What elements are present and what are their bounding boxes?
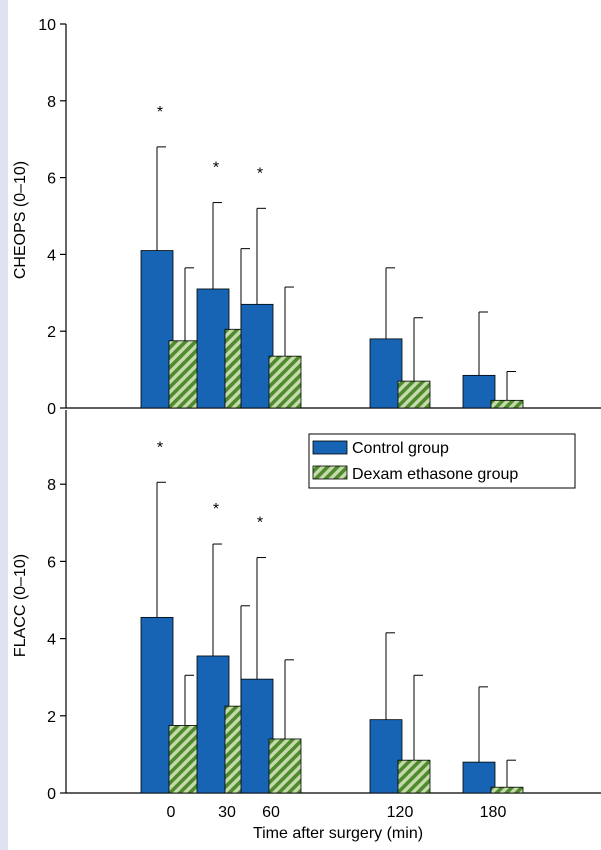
legend-label-control: Control group (352, 440, 449, 457)
x-tick-label: 0 (167, 804, 176, 821)
control-bar (196, 655, 230, 794)
x-axis-title: Time after surgery (min) (253, 825, 423, 842)
control-bar (369, 338, 403, 409)
control-bar (462, 374, 496, 409)
control-bar (240, 303, 274, 409)
significance-marker: * (213, 160, 219, 177)
significance-marker: * (157, 439, 163, 456)
y-tick-label: 4 (47, 247, 56, 264)
top-chart: 0 2 4 6 8 10 CHEOPS (0–10) * * * (12, 17, 601, 418)
significance-marker: * (257, 515, 263, 532)
y-tick-label: 2 (47, 324, 56, 341)
y-tick-label: 6 (47, 554, 56, 571)
figure-panel (8, 0, 601, 850)
control-bar (369, 719, 403, 794)
x-tick-label: 30 (218, 804, 236, 821)
bottom-chart: 0 2 4 6 8 FLACC (0–10) * 0 * 30 * 60 120 180 Time afte… (12, 410, 601, 842)
legend-label-dexamethasone: Dexam ethasone group (352, 466, 518, 483)
significance-marker: * (213, 501, 219, 518)
y-tick-label: 2 (47, 709, 56, 726)
dexamethasone-bar (490, 399, 524, 409)
control-bar (462, 761, 496, 794)
dexamethasone-bar (397, 759, 431, 794)
y-tick-label: 8 (47, 477, 56, 494)
y-tick-label: 6 (47, 171, 56, 188)
x-tick-label: 180 (480, 804, 507, 821)
y-tick-label: 4 (47, 632, 56, 649)
y-tick-label: 10 (38, 17, 56, 34)
significance-marker: * (257, 165, 263, 182)
dexamethasone-bar (397, 380, 431, 409)
significance-marker: * (157, 104, 163, 121)
control-bar (196, 288, 230, 409)
legend: Control group Dexam ethasone group (308, 433, 576, 489)
control-bar (140, 250, 174, 409)
x-tick-label: 60 (262, 804, 280, 821)
y-tick-label: 0 (47, 786, 56, 803)
y-axis-title: CHEOPS (0–10) (12, 161, 29, 279)
dexamethasone-bar (268, 355, 302, 409)
x-tick-label: 120 (387, 804, 414, 821)
dexamethasone-bar (168, 340, 202, 409)
dexamethasone-bar (168, 725, 202, 794)
y-tick-label: 0 (47, 401, 56, 418)
y-axis-title: FLACC (0–10) (12, 554, 29, 657)
dexamethasone-bar (490, 786, 524, 794)
control-bar (240, 678, 274, 794)
legend-box (308, 433, 576, 489)
legend-swatch-control (312, 440, 348, 455)
control-bar (140, 616, 174, 794)
y-tick-label: 8 (47, 94, 56, 111)
dexamethasone-bar (268, 738, 302, 794)
legend-swatch-dexamethasone (312, 465, 348, 480)
